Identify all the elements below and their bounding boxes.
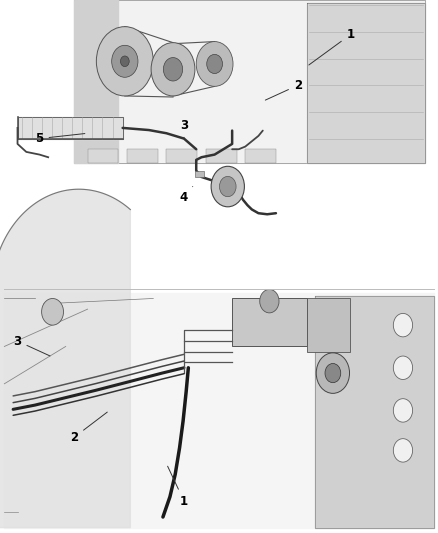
Circle shape: [325, 364, 341, 383]
Bar: [166, 149, 197, 163]
Bar: [127, 149, 158, 163]
Text: 2: 2: [265, 79, 302, 100]
Polygon shape: [0, 189, 131, 528]
Circle shape: [211, 166, 244, 207]
Text: 3: 3: [180, 119, 188, 139]
Circle shape: [260, 289, 279, 313]
Bar: [245, 149, 276, 163]
Text: 1: 1: [309, 28, 354, 65]
Text: 1: 1: [168, 466, 188, 507]
Polygon shape: [315, 296, 434, 528]
Circle shape: [207, 54, 223, 74]
Circle shape: [393, 439, 413, 462]
Text: 2: 2: [71, 412, 107, 443]
Text: 5: 5: [35, 132, 85, 145]
Polygon shape: [307, 3, 425, 163]
Polygon shape: [18, 117, 123, 139]
Circle shape: [316, 353, 350, 393]
Polygon shape: [307, 298, 350, 352]
Circle shape: [120, 56, 129, 67]
Circle shape: [42, 298, 64, 325]
Polygon shape: [195, 171, 204, 177]
Bar: [206, 149, 237, 163]
Circle shape: [96, 27, 153, 96]
Circle shape: [393, 313, 413, 337]
Text: 3: 3: [14, 335, 50, 356]
Text: 4: 4: [180, 187, 193, 204]
Circle shape: [151, 43, 195, 96]
Circle shape: [219, 176, 236, 197]
Polygon shape: [4, 293, 434, 528]
Circle shape: [112, 45, 138, 77]
Circle shape: [393, 356, 413, 379]
Circle shape: [196, 42, 233, 86]
Polygon shape: [74, 0, 118, 163]
Bar: [88, 149, 118, 163]
Polygon shape: [74, 0, 425, 163]
Circle shape: [163, 58, 183, 81]
Polygon shape: [232, 298, 307, 346]
Circle shape: [393, 399, 413, 422]
